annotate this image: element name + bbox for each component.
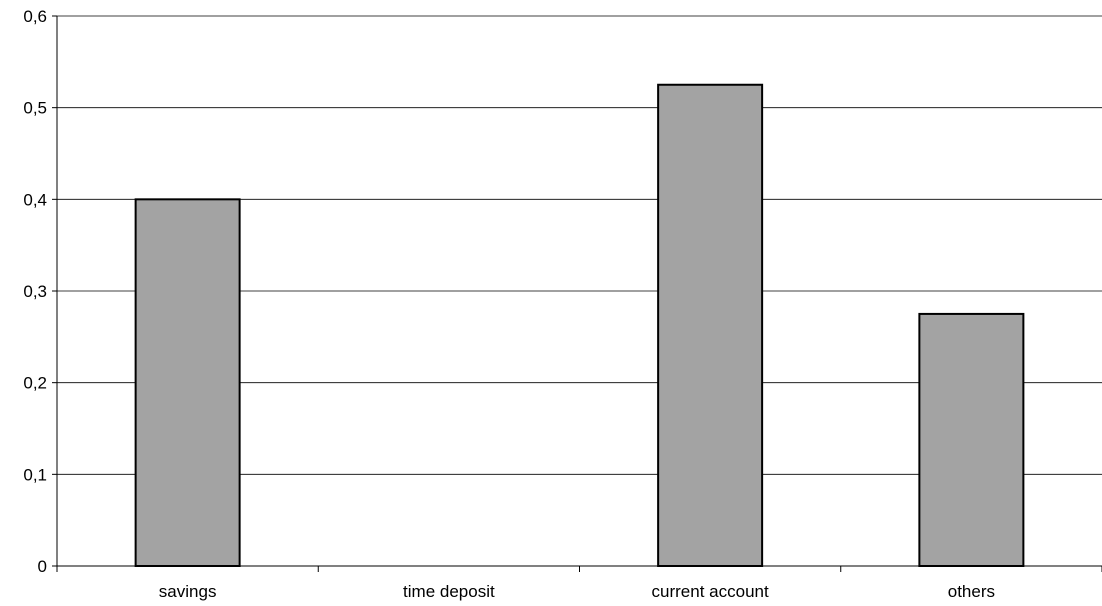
bar <box>134 198 241 567</box>
y-tick-label: 0 <box>38 557 47 576</box>
x-axis-ticks: savings time deposit current account others <box>56 566 1102 601</box>
x-tick-label: current account <box>652 582 769 601</box>
bar <box>657 83 764 567</box>
x-tick-label: time deposit <box>403 582 495 601</box>
x-tick-label: savings <box>159 582 217 601</box>
y-tick-label: 0,6 <box>23 7 47 26</box>
y-axis-ticks: 0 0,1 0,2 0,3 0,4 0,5 0,6 <box>23 7 57 576</box>
y-tick-label: 0,5 <box>23 99 47 118</box>
x-tick-label: others <box>948 582 995 601</box>
bars <box>134 83 1025 567</box>
y-tick-label: 0,2 <box>23 374 47 393</box>
y-tick-label: 0,4 <box>23 190 47 209</box>
y-tick-label: 0,1 <box>23 465 47 484</box>
y-tick-label: 0,3 <box>23 282 47 301</box>
bar <box>918 312 1025 567</box>
